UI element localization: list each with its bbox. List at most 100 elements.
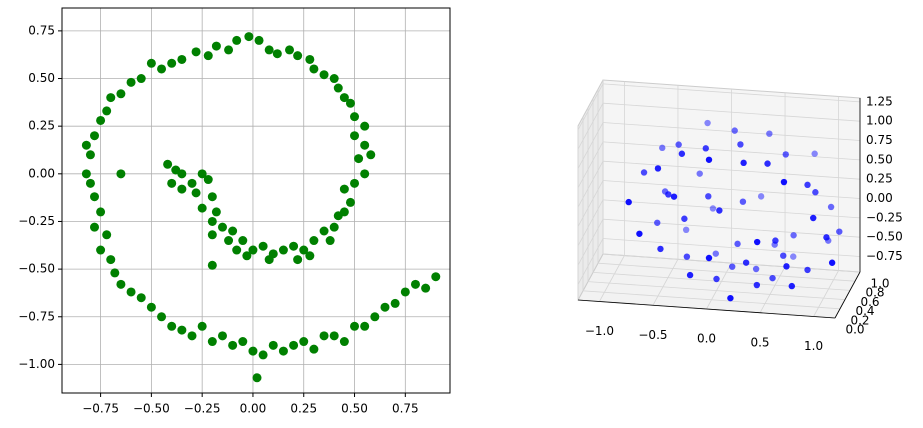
point	[207, 216, 217, 226]
x-tick-label: 0.25	[290, 402, 317, 416]
point	[191, 47, 201, 57]
point	[771, 241, 778, 248]
point	[360, 121, 370, 131]
point	[380, 302, 390, 312]
point	[167, 178, 177, 188]
point	[654, 219, 661, 226]
point	[654, 165, 662, 172]
y-tick-label: 0.4	[855, 304, 874, 318]
point	[293, 255, 303, 265]
point	[782, 151, 789, 158]
point	[232, 35, 242, 45]
point	[163, 159, 173, 169]
x-tick-label: 0.5	[750, 335, 769, 349]
point	[85, 150, 95, 160]
grid-line	[602, 253, 861, 273]
point	[110, 268, 120, 278]
point	[207, 337, 217, 347]
point	[293, 51, 303, 61]
point	[739, 198, 747, 205]
point	[177, 54, 187, 64]
point	[731, 127, 738, 134]
y-tick-label: 0.2	[850, 313, 869, 327]
plot-frame	[61, 7, 451, 394]
point	[360, 140, 370, 150]
z-tick-label: 0.50	[866, 152, 893, 166]
y-tick-label: 0.00	[28, 166, 55, 180]
point	[811, 150, 818, 157]
point	[329, 331, 339, 341]
point	[360, 169, 370, 179]
point	[309, 64, 319, 74]
grid-line	[577, 180, 604, 227]
grid-line	[706, 262, 732, 310]
point	[254, 35, 264, 45]
point	[410, 279, 420, 289]
point	[106, 255, 116, 265]
point	[678, 150, 686, 157]
point	[705, 254, 713, 262]
point	[299, 337, 309, 347]
point	[102, 230, 112, 240]
grid-line	[582, 290, 841, 310]
point	[810, 214, 817, 222]
grid-line	[602, 199, 861, 219]
point	[90, 192, 100, 202]
point	[242, 251, 252, 261]
y-tick-label: −1.00	[18, 357, 55, 371]
grid-line	[592, 272, 851, 291]
point	[217, 222, 227, 232]
point	[836, 228, 843, 235]
z-tick-label: 0.00	[866, 191, 893, 205]
point	[681, 215, 688, 222]
point	[268, 340, 278, 350]
point	[682, 226, 690, 233]
point	[116, 279, 126, 289]
point	[752, 265, 760, 273]
point	[90, 222, 100, 232]
grid-line	[577, 238, 604, 285]
point	[90, 131, 100, 141]
x-tick-label: 0.00	[240, 402, 267, 416]
point	[146, 58, 156, 68]
point	[766, 130, 773, 137]
point	[126, 77, 136, 87]
x-tick-label: 0.75	[392, 402, 419, 416]
point	[207, 192, 217, 202]
x-tick-label: 1.0	[804, 339, 823, 353]
grid-line	[602, 160, 861, 180]
point	[309, 344, 319, 354]
point	[704, 119, 711, 127]
grid-line	[597, 262, 856, 282]
point	[753, 281, 761, 289]
point	[339, 184, 349, 194]
point	[228, 340, 238, 350]
y-tick-label: −0.25	[18, 214, 55, 228]
point	[329, 222, 339, 232]
point	[790, 232, 797, 239]
x-tick-label: −0.5	[638, 328, 667, 342]
z-tick-label: 0.75	[866, 133, 893, 147]
point	[625, 198, 632, 206]
point	[319, 226, 329, 236]
point	[96, 207, 106, 217]
grid-line	[577, 83, 604, 131]
point	[769, 274, 776, 282]
point	[207, 230, 217, 240]
point	[309, 236, 319, 246]
point	[207, 260, 217, 270]
point	[238, 236, 248, 246]
point	[264, 45, 274, 55]
point	[742, 259, 750, 266]
point	[780, 252, 787, 259]
point	[203, 175, 213, 185]
point	[431, 272, 441, 282]
point	[319, 70, 329, 80]
grid-line	[759, 266, 786, 313]
point	[705, 193, 712, 200]
point	[390, 298, 400, 308]
point	[278, 346, 288, 356]
point	[727, 294, 734, 302]
grid-line	[652, 259, 679, 306]
point	[702, 145, 709, 152]
